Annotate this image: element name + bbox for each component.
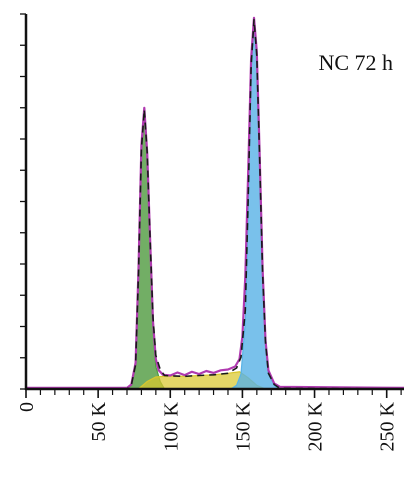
x-tick-label: 50 K [88,401,110,441]
plot-area [26,14,404,389]
series-measured-histogram [26,16,405,389]
x-tick-label: 250 K [377,401,399,451]
x-tick-label: 150 K [232,401,254,451]
series-model-sum [26,18,405,390]
sample-annotation: NC 72 h [318,50,393,75]
x-tick-label: 0 [16,402,38,412]
plot-background [26,14,404,389]
axes: 0 50 K 100 K 150 K 200 K 250 K [16,13,404,451]
x-tick-label: 200 K [305,401,327,451]
x-tick-label: 100 K [160,401,182,451]
